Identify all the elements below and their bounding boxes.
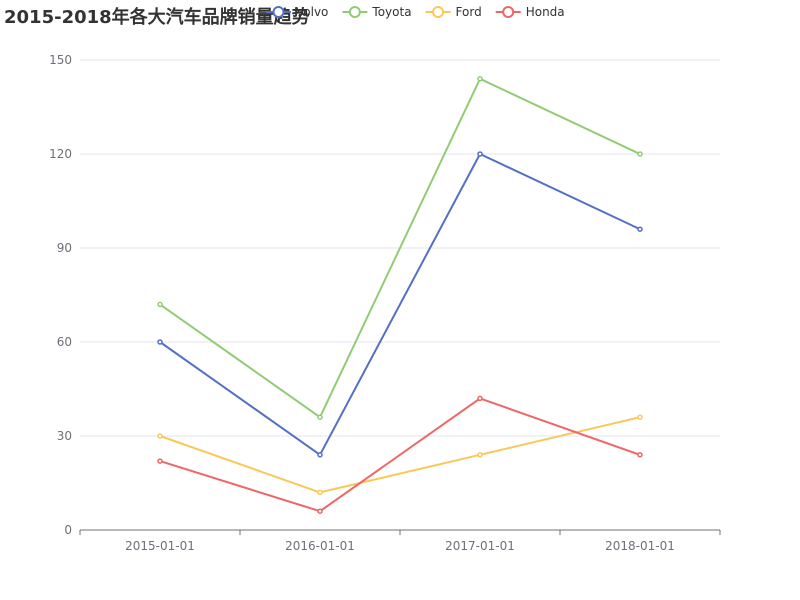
data-point [157, 339, 163, 345]
data-point [157, 458, 163, 464]
data-point [637, 414, 643, 420]
y-tick-label: 150 [49, 53, 72, 67]
series-line [159, 153, 641, 456]
data-point [477, 395, 483, 402]
y-tick-label: 0 [64, 523, 72, 537]
legend-marker [272, 6, 285, 18]
legend[interactable]: Volvo Toyota Ford Honda [266, 5, 565, 19]
legend-item-ford[interactable]: Ford [425, 5, 482, 19]
x-tick-label: 2016-01-01 [285, 539, 355, 553]
series-lines [157, 76, 643, 514]
data-point [317, 414, 323, 420]
data-point [317, 508, 323, 514]
legend-marker [348, 6, 361, 18]
y-tick-label: 60 [57, 335, 72, 349]
data-point [477, 452, 483, 458]
y-tick-label: 120 [49, 147, 72, 161]
x-tick-label: 2017-01-01 [445, 539, 515, 553]
x-tick-label: 2015-01-01 [125, 539, 195, 553]
series-ford [157, 414, 643, 496]
legend-item-toyota[interactable]: Toyota [342, 5, 412, 19]
data-point [477, 151, 483, 157]
series-line [159, 416, 641, 494]
legend-item-honda[interactable]: Honda [495, 5, 565, 19]
series-volvo [157, 151, 643, 458]
legend-label: Toyota [371, 5, 411, 19]
legend-marker [502, 6, 515, 18]
x-tick-label: 2018-01-01 [605, 539, 675, 553]
y-tick-label: 90 [57, 241, 72, 255]
series-line [159, 397, 641, 513]
data-point [637, 151, 643, 157]
data-point [317, 489, 323, 496]
legend-label: Honda [526, 5, 565, 19]
y-tick-label: 30 [57, 429, 72, 443]
data-point [477, 76, 483, 82]
legend-marker [432, 6, 445, 18]
legend-label: Volvo [296, 5, 328, 19]
data-point [637, 226, 643, 232]
legend-item-volvo[interactable]: Volvo [266, 5, 328, 19]
chart-title: 2015-2018年各大汽车品牌销量趋势 [4, 7, 310, 28]
data-point [157, 433, 163, 439]
series-honda [157, 395, 643, 514]
data-point [637, 452, 643, 458]
legend-label: Ford [456, 5, 482, 19]
data-point [317, 452, 323, 458]
axes: 0 30 60 90 120 150 2015-01-01 2016-01-01 2017-01… [49, 53, 721, 553]
series-line [159, 77, 641, 419]
data-point [157, 301, 163, 308]
series-toyota [157, 76, 643, 420]
